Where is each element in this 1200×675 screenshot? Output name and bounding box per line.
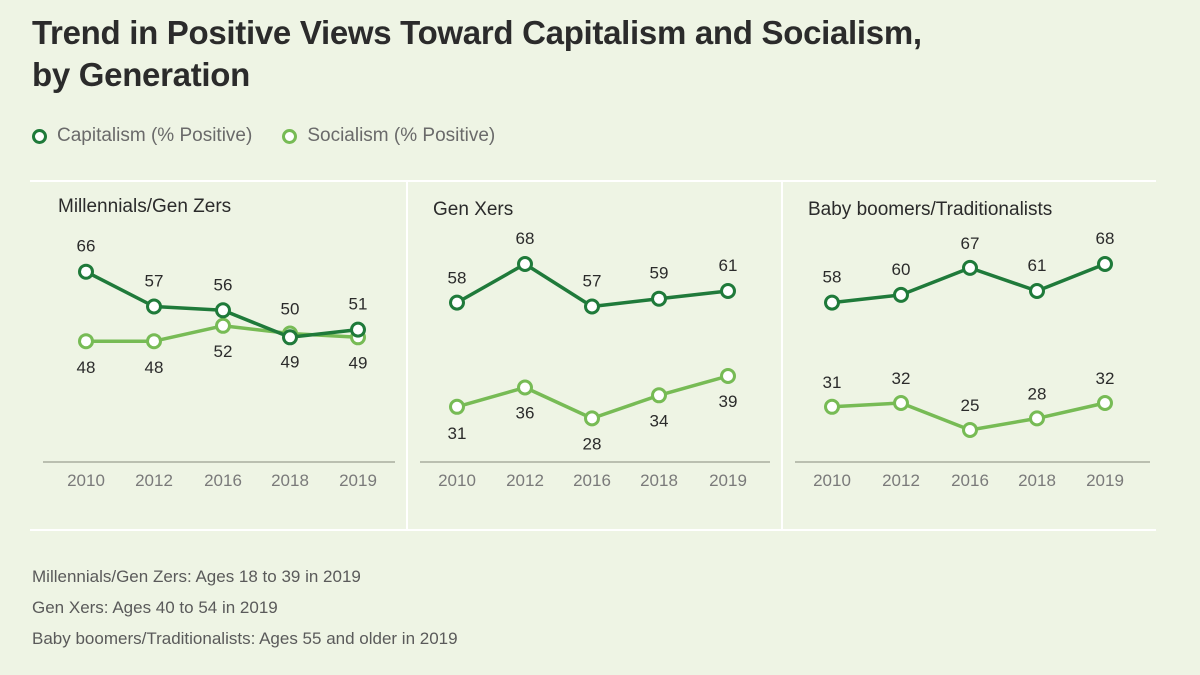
chart-title: Trend in Positive Views Toward Capitalis… [32,14,922,93]
x-tick-label: 2019 [339,471,377,490]
capitalism-data-point [893,286,909,303]
capitalism-data-point [1097,256,1113,272]
capitalism-data-point [78,263,94,280]
socialism-data-label: 48 [77,358,96,377]
x-tick-label: 2010 [438,471,476,490]
x-tick-label: 2018 [1018,471,1056,490]
capitalism-data-point [720,283,736,299]
x-tick-label: 2012 [882,471,920,490]
x-tick-label: 2016 [204,471,242,490]
socialism-data-point [651,387,667,404]
socialism-data-label: 39 [719,392,738,411]
x-tick-label: 2018 [640,471,678,490]
capitalism-marker-icon [32,128,47,144]
socialism-data-label: 28 [583,434,602,453]
x-tick-label: 2010 [813,471,851,490]
x-tick-label: 2019 [1086,471,1124,490]
capitalism-data-label: 49 [281,352,300,371]
socialism-data-point [962,422,978,438]
capitalism-data-label: 61 [1028,256,1047,275]
note-boomers: Baby boomers/Traditionalists: Ages 55 an… [32,629,458,648]
panel-millennials-gen-zers: Millennials/Gen Zers 2010 2012 2016 2018 2019… [43,196,395,490]
capitalism-data-label: 68 [516,229,535,248]
legend: Capitalism (% Positive) Socialism (% Pos… [32,124,525,148]
x-tick-label: 2018 [271,471,309,490]
panel-baby-boomers-traditionalists: Baby boomers/Traditionalists 2010 2012 2016… [795,199,1150,490]
x-tick-label: 2012 [506,471,544,490]
note-millennials: Millennials/Gen Zers: Ages 18 to 39 in 2… [32,567,361,586]
capitalism-data-point [824,294,840,311]
notes: Millennials/Gen Zers: Ages 18 to 39 in 2… [32,565,458,658]
capitalism-data-point [517,256,533,272]
capitalism-data-point [584,298,600,315]
socialism-data-point [449,398,465,415]
panel-gen-xers: Gen Xers 2010 2012 2016 2018 2019 31 36 28 34 39 58… [420,199,770,490]
socialism-data-point [1029,410,1045,427]
panel-title: Gen Xers [433,199,513,220]
legend-label-socialism: Socialism (% Positive) [307,125,496,146]
socialism-data-label: 50 [281,300,300,319]
capitalism-data-label: 59 [650,264,669,283]
capitalism-data-label: 68 [1096,229,1115,248]
capitalism-data-label: 60 [892,260,911,279]
socialism-data-point [517,379,533,396]
x-tick-label: 2012 [135,471,173,490]
capitalism-data-label: 58 [448,269,467,288]
socialism-data-label: 34 [650,411,669,430]
socialism-data-label: 31 [823,373,842,392]
legend-item-capitalism: Capitalism (% Positive) [32,125,252,147]
socialism-marker-icon [282,128,298,144]
capitalism-data-label: 61 [719,256,738,275]
capitalism-data-label: 57 [145,272,164,291]
socialism-data-label: 25 [961,396,980,415]
socialism-data-point [584,410,600,427]
socialism-data-point [893,395,909,411]
capitalism-data-label: 51 [349,295,368,314]
socialism-data-label: 31 [448,424,467,443]
x-tick-label: 2019 [709,471,747,490]
socialism-data-point [215,317,231,334]
capitalism-data-point [962,259,978,276]
capitalism-data-label: 57 [583,272,602,291]
socialism-data-label: 52 [214,342,233,361]
capitalism-data-point [146,298,162,315]
note-gen-x: Gen Xers: Ages 40 to 54 in 2019 [32,598,278,617]
capitalism-data-point [651,290,667,307]
capitalism-data-point [215,302,231,319]
panel-title: Baby boomers/Traditionalists [808,199,1052,220]
socialism-data-label: 32 [892,369,911,388]
capitalism-data-point [1029,283,1045,299]
socialism-data-label: 32 [1096,369,1115,388]
socialism-data-point [1097,395,1113,411]
socialism-data-label: 28 [1028,384,1047,403]
capitalism-data-point [350,321,366,338]
socialism-data-label: 48 [145,358,164,377]
socialism-data-label: 49 [349,353,368,372]
capitalism-data-point [449,294,465,311]
legend-label-capitalism: Capitalism (% Positive) [57,125,253,146]
socialism-data-point [146,333,162,350]
x-tick-label: 2010 [67,471,105,490]
capitalism-data-label: 56 [214,275,233,294]
socialism-data-point [824,398,840,415]
x-tick-label: 2016 [951,471,989,490]
capitalism-data-point [282,329,298,346]
socialism-data-label: 36 [516,404,535,423]
capitalism-data-label: 67 [961,234,980,253]
legend-item-socialism: Socialism (% Positive) [282,125,495,147]
socialism-data-point [720,368,736,384]
capitalism-data-label: 58 [823,268,842,287]
x-tick-label: 2016 [573,471,611,490]
capitalism-data-label: 66 [77,237,96,256]
socialism-data-point [78,333,94,350]
panel-title: Millennials/Gen Zers [58,196,231,217]
